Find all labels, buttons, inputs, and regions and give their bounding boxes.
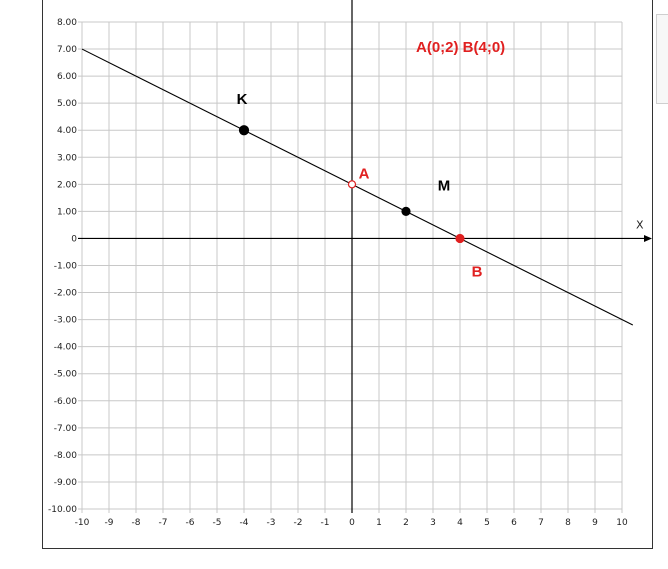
- y-tick-label: -2.00: [54, 289, 78, 299]
- point-a-label: A: [359, 165, 370, 182]
- point-k-label: K: [237, 91, 248, 108]
- y-tick-label: -1.00: [54, 262, 78, 272]
- x-tick-label: 2: [403, 518, 409, 528]
- point-b-marker: [455, 233, 465, 244]
- x-tick-label: -8: [132, 518, 141, 528]
- x-tick-label: -2: [294, 518, 303, 528]
- y-tick-label: -7.00: [54, 424, 78, 434]
- x-tick-label: 10: [616, 518, 628, 528]
- y-tick-label: -10.00: [48, 505, 77, 515]
- x-tick-label: -7: [159, 518, 168, 528]
- x-tick-label: 7: [538, 518, 544, 528]
- x-tick-label: -4: [240, 518, 249, 528]
- point-m-marker: [401, 206, 411, 216]
- y-tick-label: -4.00: [54, 343, 78, 353]
- line-series: [81, 48, 634, 326]
- x-tick-label: 4: [457, 518, 463, 528]
- x-tick-label: 3: [430, 518, 436, 528]
- y-tick-label: -6.00: [54, 397, 78, 407]
- x-tick-label: 1: [376, 518, 382, 528]
- y-tick-label: 1.00: [57, 207, 77, 217]
- x-tick-label: -9: [105, 518, 114, 528]
- chart-frame: [42, 0, 653, 549]
- y-tick-label: 0: [71, 234, 77, 244]
- x-tick-label: 9: [592, 518, 598, 528]
- y-tick-label: -9.00: [54, 478, 78, 488]
- y-tick-label: 5.00: [57, 99, 77, 109]
- point-m-label: M: [438, 177, 451, 194]
- x-tick-label: -10: [75, 518, 90, 528]
- x-tick-label: 6: [511, 518, 517, 528]
- coordinates-annotation: A(0;2) B(4;0): [416, 39, 505, 56]
- y-tick-label: 3.00: [57, 153, 77, 163]
- x-axis-name: X: [636, 218, 644, 231]
- x-tick-label: 5: [484, 518, 490, 528]
- y-tick-label: -3.00: [54, 316, 78, 326]
- y-tick-label: -8.00: [54, 451, 78, 461]
- point-b-label: B: [472, 263, 483, 280]
- points: K A M B: [237, 91, 483, 280]
- y-tick-label: 8.00: [57, 18, 77, 28]
- y-tick-label: 7.00: [57, 45, 77, 55]
- point-k-marker: [238, 125, 250, 136]
- y-tick-label: 2.00: [57, 180, 77, 190]
- x-tick-label: -3: [267, 518, 276, 528]
- y-tick-label: 4.00: [57, 126, 77, 136]
- x-tick-label: 0: [349, 518, 355, 528]
- y-tick-label: -5.00: [54, 370, 78, 380]
- tick-labels: -10 -9 -8 -7 -6 -5 -4 -3 -2 -1 0 1 2 3 4 5 6 7 8 9 108.007.0…: [48, 18, 628, 528]
- line-series-path: [81, 48, 634, 326]
- scrollbar-edge[interactable]: [656, 14, 668, 104]
- point-a-marker: [347, 180, 357, 189]
- x-tick-label: -6: [186, 518, 195, 528]
- x-tick-label: 8: [565, 518, 571, 528]
- grid: [78, 21, 623, 513]
- x-tick-label: -1: [321, 518, 330, 528]
- x-axis-arrow: [644, 234, 652, 242]
- y-tick-label: 6.00: [57, 72, 77, 82]
- x-tick-label: -5: [213, 518, 222, 528]
- axes: X: [78, 0, 652, 513]
